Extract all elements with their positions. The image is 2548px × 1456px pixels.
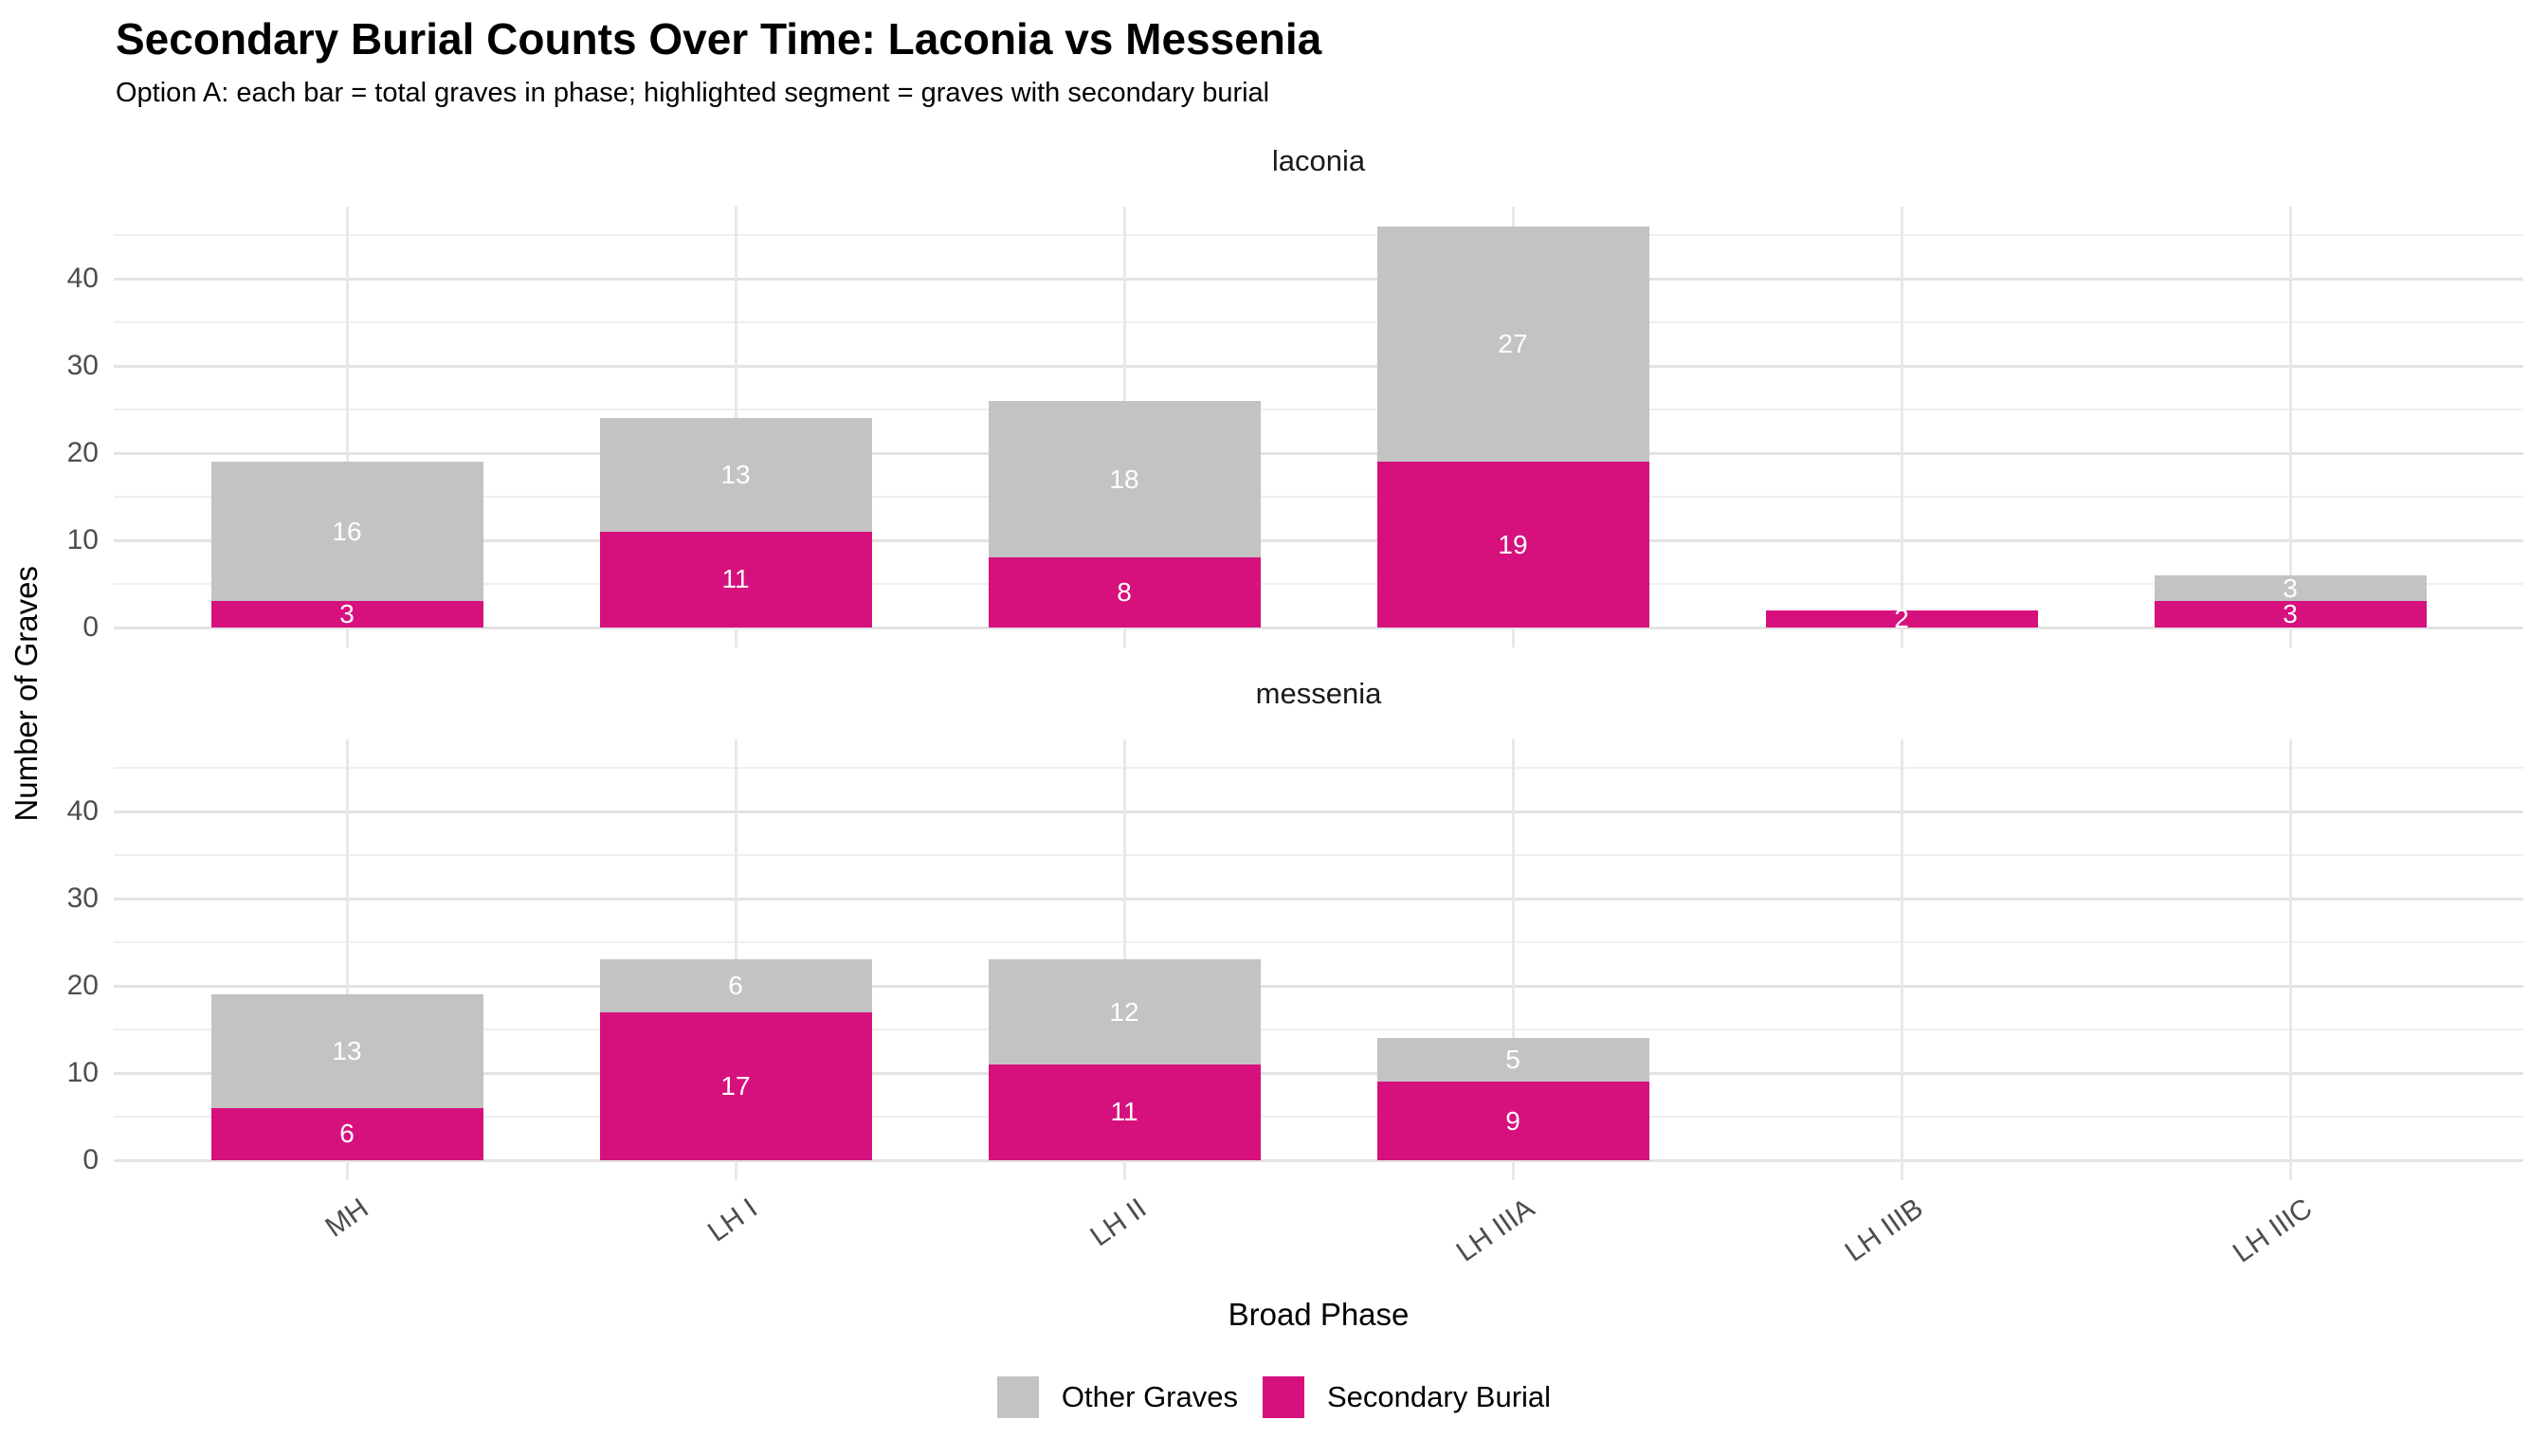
x-tick-label: LH IIIC [2227, 1192, 2318, 1269]
gridline-minor [114, 409, 2523, 410]
legend-label-secondary-burial: Secondary Burial [1326, 1380, 1552, 1413]
bar-segment-secondary-burial [210, 1107, 483, 1160]
facet-strip-messenia: messenia [1255, 677, 1382, 710]
bar-value-label: 11 [1110, 1097, 1138, 1127]
gridline-major [114, 1072, 2523, 1075]
legend-item-secondary-burial: Secondary Burial [1262, 1376, 1552, 1418]
bar-segment-other-graves [988, 400, 1261, 558]
gridline-minor [114, 496, 2523, 498]
x-tick-label: LH I [701, 1192, 763, 1248]
legend-swatch-secondary-burial-icon [1262, 1376, 1304, 1418]
x-tick-label: LH IIIB [1839, 1192, 1929, 1268]
bar-value-label: 3 [2283, 573, 2298, 603]
gridline-major [114, 985, 2523, 988]
x-tick-label: LH II [1084, 1192, 1152, 1253]
bar-segment-other-graves [988, 959, 1261, 1065]
bar-value-label: 3 [339, 599, 355, 629]
bar-value-label: 19 [1498, 529, 1528, 559]
gridline-minor [114, 321, 2523, 323]
bar-value-label: 8 [1117, 577, 1132, 608]
bar-value-label: 2 [1894, 603, 1909, 633]
legend-swatch-other-graves-icon [996, 1376, 1039, 1418]
y-tick-label: 30 [66, 883, 99, 914]
gridline-minor [114, 1116, 2523, 1118]
bar-segment-secondary-burial [988, 1064, 1261, 1160]
bar-segment-secondary-burial [599, 1011, 872, 1160]
y-tick-label: 30 [66, 350, 99, 381]
gridline-vertical [2289, 739, 2292, 1180]
gridline-vertical [1512, 739, 1515, 1180]
bar-value-label: 3 [2283, 599, 2298, 629]
gridline-major [114, 539, 2523, 542]
bar-segment-secondary-burial [1765, 610, 2038, 628]
bar-segment-other-graves [210, 994, 483, 1108]
y-axis-title: Number of Graves [9, 565, 44, 822]
y-tick-label: 0 [82, 1144, 99, 1175]
gridline-vertical [346, 739, 349, 1180]
bar-value-label: 6 [339, 1119, 355, 1149]
bar-value-label: 12 [1109, 996, 1139, 1027]
bar-value-label: 18 [1109, 464, 1139, 494]
bar-value-label: 27 [1498, 329, 1528, 358]
x-tick-label: LH IIIA [1450, 1192, 1540, 1268]
bar-value-label: 16 [332, 516, 362, 546]
x-tick-label: MH [319, 1192, 374, 1244]
bar-value-label: 13 [332, 1036, 362, 1065]
gridline-minor [114, 941, 2523, 943]
gridline-minor [114, 583, 2523, 585]
bar-segment-other-graves [599, 959, 872, 1012]
chart-title: Secondary Burial Counts Over Time: Lacon… [116, 14, 1322, 64]
gridline-major [114, 627, 2523, 629]
gridline-major [114, 898, 2523, 901]
bar-segment-secondary-burial [210, 601, 483, 628]
y-tick-label: 10 [66, 1057, 99, 1088]
bar-segment-other-graves [1376, 226, 1649, 463]
gridline-vertical [1901, 739, 1903, 1180]
gridline-vertical [346, 207, 349, 647]
chart-subtitle: Option A: each bar = total graves in pha… [116, 78, 1270, 108]
y-tick-label: 40 [66, 263, 99, 294]
gridline-minor [114, 1028, 2523, 1030]
bar-segment-secondary-burial [599, 531, 872, 628]
bar-value-label: 9 [1505, 1105, 1520, 1136]
legend-item-other-graves: Other Graves [996, 1376, 1238, 1418]
gridline-minor [114, 234, 2523, 236]
y-tick-label: 20 [66, 970, 99, 1001]
bar-segment-other-graves [2154, 574, 2427, 602]
gridline-major [114, 452, 2523, 455]
bar-segment-secondary-burial [1376, 1082, 1649, 1160]
bar-value-label: 5 [1505, 1045, 1520, 1075]
bar-segment-other-graves [599, 418, 872, 532]
bar-segment-secondary-burial [2154, 601, 2427, 628]
y-tick-label: 40 [66, 795, 99, 827]
gridline-minor [114, 767, 2523, 769]
bar-segment-other-graves [1376, 1038, 1649, 1083]
legend: Other Graves Secondary Burial [0, 1376, 2548, 1418]
bar-value-label: 11 [721, 564, 750, 594]
x-axis-title: Broad Phase [1228, 1297, 1410, 1332]
bar-segment-other-graves [210, 462, 483, 602]
gridline-minor [114, 854, 2523, 856]
gridline-major [114, 810, 2523, 813]
gridline-major [114, 278, 2523, 281]
bar-segment-secondary-burial [988, 557, 1261, 628]
gridline-vertical [2289, 207, 2292, 647]
bar-value-label: 17 [720, 1070, 751, 1101]
gridline-major [114, 365, 2523, 368]
bar-value-label: 13 [720, 460, 751, 489]
gridline-major [114, 1159, 2523, 1162]
bar-value-label: 6 [728, 971, 743, 1000]
facet-strip-laconia: laconia [1271, 144, 1366, 177]
legend-label-other-graves: Other Graves [1061, 1380, 1238, 1413]
bar-segment-secondary-burial [1376, 462, 1649, 628]
gridline-vertical [1901, 207, 1903, 647]
y-tick-label: 10 [66, 524, 99, 555]
y-tick-label: 20 [66, 437, 99, 468]
y-tick-label: 0 [82, 611, 99, 643]
